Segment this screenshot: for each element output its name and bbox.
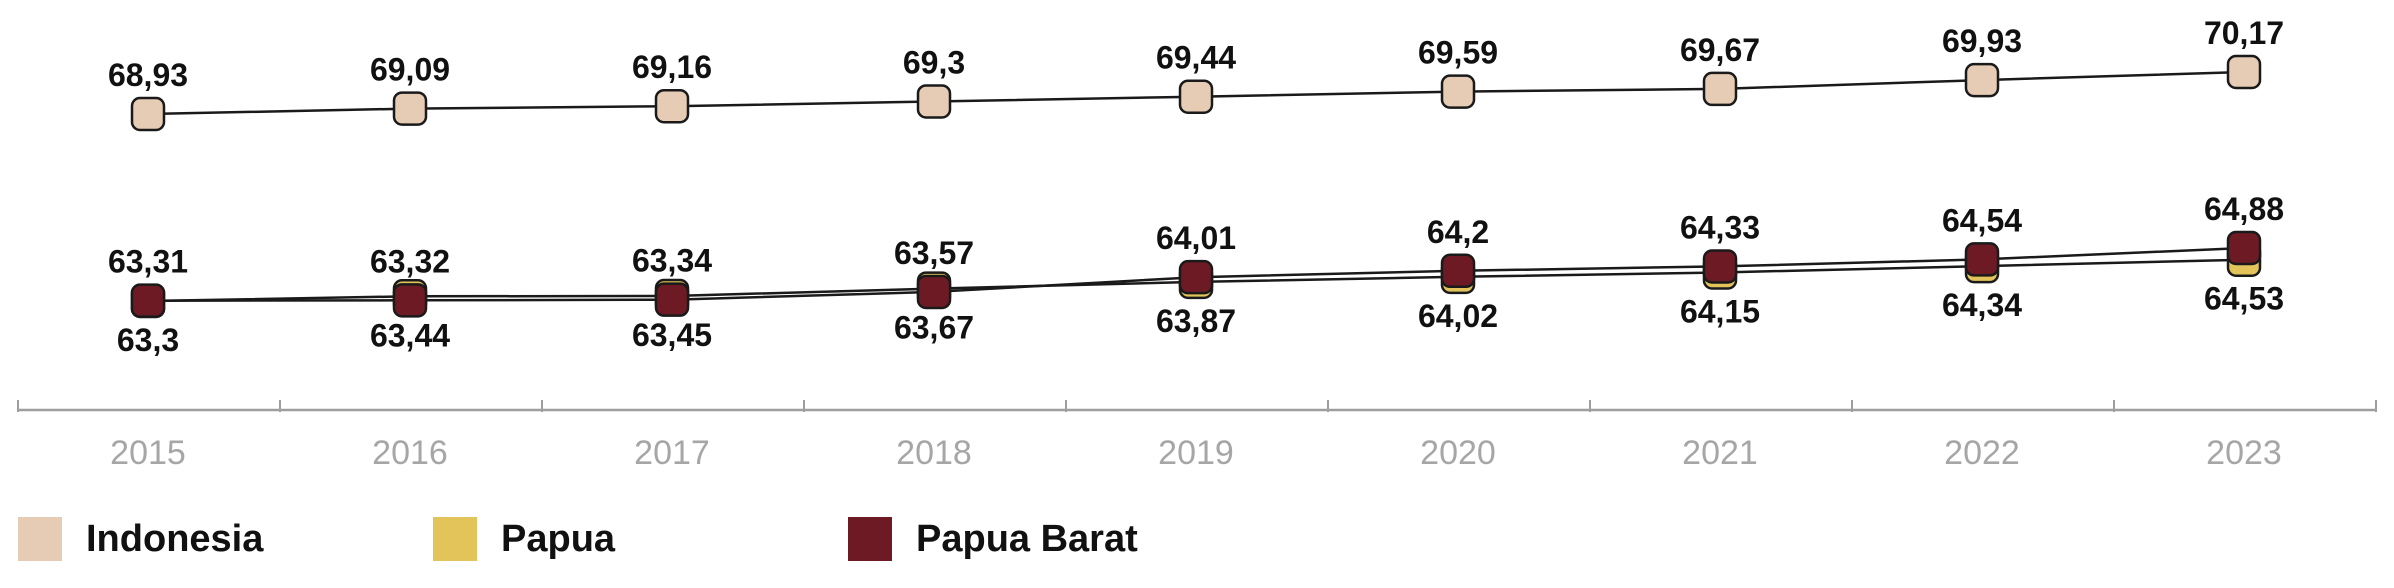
- legend-swatch-indonesia: [18, 517, 62, 561]
- data-points: [130, 54, 2262, 319]
- data-point-marker: [1178, 79, 1214, 114]
- data-label: 63,44: [370, 317, 450, 353]
- data-label: 63,57: [894, 235, 974, 271]
- data-point-marker: [1702, 249, 1738, 284]
- data-label: 64,33: [1680, 209, 1760, 245]
- x-tick-label: 2015: [110, 434, 186, 472]
- x-axis: 2015 2016 2017 2018 2019 2020 2021 2022 2023: [17, 400, 2377, 472]
- x-tick-label: 2020: [1420, 434, 1496, 472]
- data-point-marker: [654, 88, 690, 124]
- data-point-marker: [2226, 230, 2262, 266]
- data-label: 64,02: [1418, 298, 1498, 334]
- legend-swatch-papua-barat: [848, 517, 892, 561]
- data-label: 64,54: [1942, 202, 2022, 238]
- data-label: 63,3: [117, 322, 179, 358]
- data-point-marker: [1702, 71, 1738, 107]
- legend-swatch-papua: [433, 517, 477, 561]
- legend-item-papua: Papua: [433, 517, 848, 561]
- data-label: 69,93: [1942, 23, 2022, 59]
- data-label: 70,17: [2204, 15, 2284, 51]
- line-chart: 2015 2016 2017 2018 2019 2020 2021 2022 2023 68,…: [17, 15, 2377, 472]
- legend-label-papua-barat: Papua Barat: [916, 517, 1138, 560]
- data-label: 63,45: [632, 317, 712, 353]
- x-tick-label: 2019: [1158, 434, 1234, 472]
- data-label: 64,88: [2204, 191, 2284, 227]
- data-point-marker: [1440, 74, 1476, 109]
- data-label: 69,3: [903, 44, 965, 80]
- x-tick-label: 2022: [1944, 434, 2020, 472]
- data-label: 63,87: [1156, 303, 1236, 339]
- legend: Indonesia Papua Papua Barat: [18, 512, 1138, 566]
- data-label: 69,67: [1680, 32, 1760, 68]
- data-point-marker: [916, 84, 952, 119]
- data-label: 64,2: [1427, 214, 1489, 250]
- data-label: 64,53: [2204, 281, 2284, 317]
- x-tick-label: 2017: [634, 434, 710, 472]
- data-label: 63,32: [370, 243, 450, 279]
- data-label: 64,15: [1680, 293, 1760, 329]
- data-point-marker: [2226, 54, 2262, 90]
- data-point-marker: [130, 96, 166, 132]
- data-point-marker: [1964, 62, 2000, 98]
- data-label: 63,31: [108, 244, 188, 280]
- legend-label-papua: Papua: [501, 517, 616, 560]
- data-point-marker: [1440, 253, 1476, 289]
- data-point-marker: [392, 283, 428, 318]
- data-label: 69,16: [632, 49, 712, 85]
- data-point-marker: [916, 274, 952, 310]
- data-label: 63,67: [894, 310, 974, 346]
- data-label: 63,34: [632, 243, 712, 279]
- x-tick-label: 2021: [1682, 434, 1758, 472]
- data-point-marker: [130, 283, 166, 318]
- data-point-marker: [1178, 259, 1214, 295]
- x-tick-label: 2016: [372, 434, 448, 472]
- data-label: 69,59: [1418, 35, 1498, 71]
- data-label: 69,09: [370, 52, 450, 88]
- data-point-marker: [654, 282, 690, 317]
- legend-item-papua-barat: Papua Barat: [848, 517, 1138, 561]
- data-point-marker: [1964, 242, 2000, 277]
- x-tick-label: 2018: [896, 434, 972, 472]
- data-label: 64,01: [1156, 220, 1236, 256]
- data-label: 68,93: [108, 57, 188, 93]
- x-tick-label: 2023: [2206, 434, 2282, 472]
- legend-label-indonesia: Indonesia: [86, 517, 264, 560]
- legend-item-indonesia: Indonesia: [18, 517, 433, 561]
- data-label: 69,44: [1156, 40, 1236, 76]
- data-point-marker: [392, 91, 428, 126]
- data-label: 64,34: [1942, 287, 2022, 323]
- data-labels: 68,93 69,09 69,16 69,3 69,44 69,59 69,67 69,93 7…: [108, 15, 2284, 358]
